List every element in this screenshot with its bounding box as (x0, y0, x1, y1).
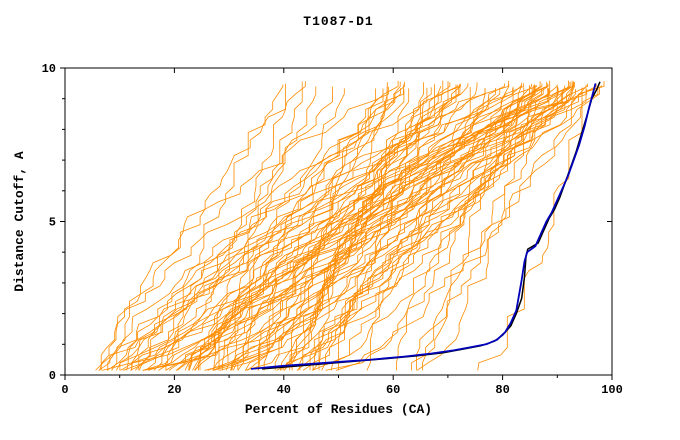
model-curve (142, 83, 287, 371)
y-axis-label: Distance Cutoff, A (12, 151, 27, 292)
model-curve (153, 85, 522, 371)
model-curve (213, 84, 457, 371)
model-curve (247, 82, 451, 371)
model-curve (100, 86, 389, 371)
model-curves-layer (95, 80, 605, 371)
model-curve (134, 86, 317, 371)
model-curve (415, 85, 599, 371)
x-axis-label: Percent of Residues (CA) (244, 402, 433, 417)
model-curve (237, 86, 388, 371)
model-curve (130, 87, 525, 371)
model-curve (302, 84, 587, 371)
model-curve (145, 86, 459, 371)
model-curve (130, 81, 405, 371)
model-curve (192, 80, 399, 371)
model-curve (95, 81, 401, 371)
model-curve (411, 83, 532, 371)
model-curve (98, 88, 542, 371)
model-curve (218, 84, 459, 371)
x-tick-label: 0 (61, 383, 68, 397)
x-tick-label: 100 (601, 383, 623, 397)
model-curve (120, 81, 571, 371)
model-curve (119, 88, 486, 371)
model-curve (233, 85, 603, 371)
model-curve (212, 85, 574, 371)
x-tick-label: 60 (386, 383, 400, 397)
model-curve (213, 81, 303, 371)
model-curve (111, 81, 306, 371)
model-curve (229, 83, 469, 371)
model-curve (204, 82, 522, 371)
model-curve (312, 85, 536, 371)
model-curve (122, 83, 505, 371)
best-model-blue (250, 83, 597, 370)
model-curve (296, 88, 600, 371)
model-curve (142, 87, 501, 371)
model-curve (197, 83, 543, 371)
axes-layer: 0 20 40 60 80 100 0 5 10 (42, 62, 623, 397)
y-tick-label: 5 (49, 216, 56, 230)
model-curve (165, 84, 284, 371)
model-curve (274, 82, 388, 371)
model-curve (299, 85, 530, 371)
model-curve (107, 80, 509, 371)
model-curve (396, 80, 551, 371)
model-curve (330, 87, 471, 371)
model-curve (184, 89, 405, 371)
model-curve (312, 80, 573, 371)
y-tick-label: 0 (49, 369, 56, 383)
x-tick-label: 80 (495, 383, 509, 397)
model-curve (147, 87, 533, 371)
model-curve (106, 88, 401, 371)
model-curve (416, 85, 534, 371)
model-curve (321, 81, 574, 371)
model-curve (280, 82, 478, 371)
model-curve (158, 81, 571, 371)
model-curve (477, 87, 583, 371)
x-tick-label: 20 (167, 383, 181, 397)
model-curve (258, 84, 461, 371)
model-curve (422, 88, 587, 371)
model-curve (194, 86, 442, 371)
y-tick-label: 10 (42, 62, 56, 76)
model-curve (366, 84, 535, 371)
model-curve (199, 86, 334, 371)
model-curve (126, 80, 569, 371)
chart-title: T1087-D1 (303, 14, 374, 29)
x-tick-label: 40 (277, 383, 291, 397)
model-curve (231, 83, 588, 371)
model-curve (99, 84, 460, 371)
model-curve (280, 88, 410, 371)
